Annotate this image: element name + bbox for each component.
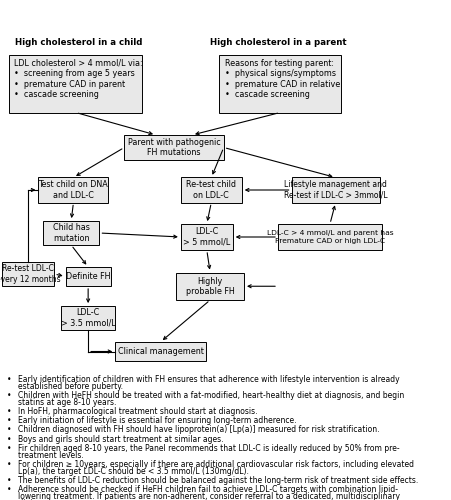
- Text: treatment levels.: treatment levels.: [18, 451, 83, 460]
- Text: LDL-C > 4 mmol/L and parent has
Premature CAD or high LDL-C: LDL-C > 4 mmol/L and parent has Prematur…: [266, 230, 392, 243]
- Text: clinic.: clinic.: [18, 498, 40, 500]
- Text: High cholesterol in a child: High cholesterol in a child: [15, 38, 143, 47]
- Text: Early identification of children with FH ensures that adherence with lifestyle i: Early identification of children with FH…: [18, 375, 399, 384]
- Bar: [65, 267, 110, 286]
- Bar: [124, 135, 223, 160]
- Text: Clinical management: Clinical management: [117, 347, 203, 356]
- Bar: [291, 178, 379, 203]
- Text: High cholesterol in a parent: High cholesterol in a parent: [209, 38, 345, 47]
- Text: For children ≥ 10years, especially if there are additional cardiovascular risk f: For children ≥ 10years, especially if th…: [18, 460, 413, 469]
- Text: Adherence should be checked if HeFH children fail to achieve LDL-C targets with : Adherence should be checked if HeFH chil…: [18, 485, 397, 494]
- Text: •: •: [7, 485, 11, 494]
- Bar: [180, 224, 232, 250]
- Text: •: •: [7, 460, 11, 469]
- Text: •: •: [7, 391, 11, 400]
- Text: Lifestyle management and
Re-test if LDL-C > 3mmol/L: Lifestyle management and Re-test if LDL-…: [283, 180, 387, 200]
- Bar: [180, 178, 241, 203]
- Text: Re-test child
on LDL-C: Re-test child on LDL-C: [186, 180, 236, 200]
- Text: established before puberty.: established before puberty.: [18, 382, 123, 391]
- Bar: [115, 342, 205, 361]
- Bar: [176, 272, 244, 300]
- Text: LDL-C
> 5 mmol/L: LDL-C > 5 mmol/L: [183, 228, 230, 246]
- Text: Children diagnosed with FH should have lipoprotein(a) [Lp(a)] measured for risk : Children diagnosed with FH should have l…: [18, 426, 379, 434]
- Bar: [277, 224, 381, 250]
- Text: •: •: [7, 407, 11, 416]
- Text: The benefits of LDL-C reduction should be balanced against the long-term risk of: The benefits of LDL-C reduction should b…: [18, 476, 418, 485]
- Bar: [38, 178, 108, 203]
- Bar: [2, 262, 54, 286]
- Text: •: •: [7, 434, 11, 444]
- Text: •: •: [7, 375, 11, 384]
- Text: •: •: [7, 476, 11, 485]
- Text: •: •: [7, 444, 11, 453]
- Bar: [9, 55, 142, 112]
- Text: lowering treatment. If patients are non-adherent, consider referral to a dedicat: lowering treatment. If patients are non-…: [18, 492, 399, 500]
- Text: Boys and girls should start treatment at similar ages.: Boys and girls should start treatment at…: [18, 434, 223, 444]
- Text: Reasons for testing parent:
•  physical signs/symptoms
•  premature CAD in relat: Reasons for testing parent: • physical s…: [224, 59, 339, 99]
- Text: Children with HeFH should be treated with a fat-modified, heart-healthy diet at : Children with HeFH should be treated wit…: [18, 391, 404, 400]
- Text: LDL cholesterol > 4 mmol/L via:
•  screening from age 5 years
•  premature CAD i: LDL cholesterol > 4 mmol/L via: • screen…: [14, 59, 143, 99]
- Text: •: •: [7, 426, 11, 434]
- Text: Fir children aged 8-10 years, the Panel recommends that LDL-C is ideally reduced: Fir children aged 8-10 years, the Panel …: [18, 444, 399, 453]
- Bar: [61, 306, 115, 330]
- Bar: [43, 221, 99, 245]
- Text: statins at age 8-10 years.: statins at age 8-10 years.: [18, 398, 116, 407]
- Text: Test child on DNA
and LDL-C: Test child on DNA and LDL-C: [38, 180, 108, 200]
- Text: Definite FH: Definite FH: [66, 272, 110, 281]
- Text: Parent with pathogenic
FH mutations: Parent with pathogenic FH mutations: [127, 138, 220, 157]
- Text: Lp(a), the target LDL-C should be < 3.5 mmol/L (130mg/dL).: Lp(a), the target LDL-C should be < 3.5 …: [18, 467, 249, 476]
- Text: Early initiation of lifestyle is essential for ensuring long-term adherence.: Early initiation of lifestyle is essenti…: [18, 416, 296, 425]
- Text: LDL-C
> 3.5 mmol/L: LDL-C > 3.5 mmol/L: [60, 308, 115, 328]
- Text: •: •: [7, 416, 11, 425]
- Text: In HoFH, pharmacological treatment should start at diagnosis.: In HoFH, pharmacological treatment shoul…: [18, 407, 257, 416]
- Text: Highly
probable FH: Highly probable FH: [185, 276, 234, 296]
- Bar: [219, 55, 341, 112]
- Text: Child has
mutation: Child has mutation: [53, 224, 89, 242]
- Text: Re-test LDL-C
every 12 months: Re-test LDL-C every 12 months: [0, 264, 60, 283]
